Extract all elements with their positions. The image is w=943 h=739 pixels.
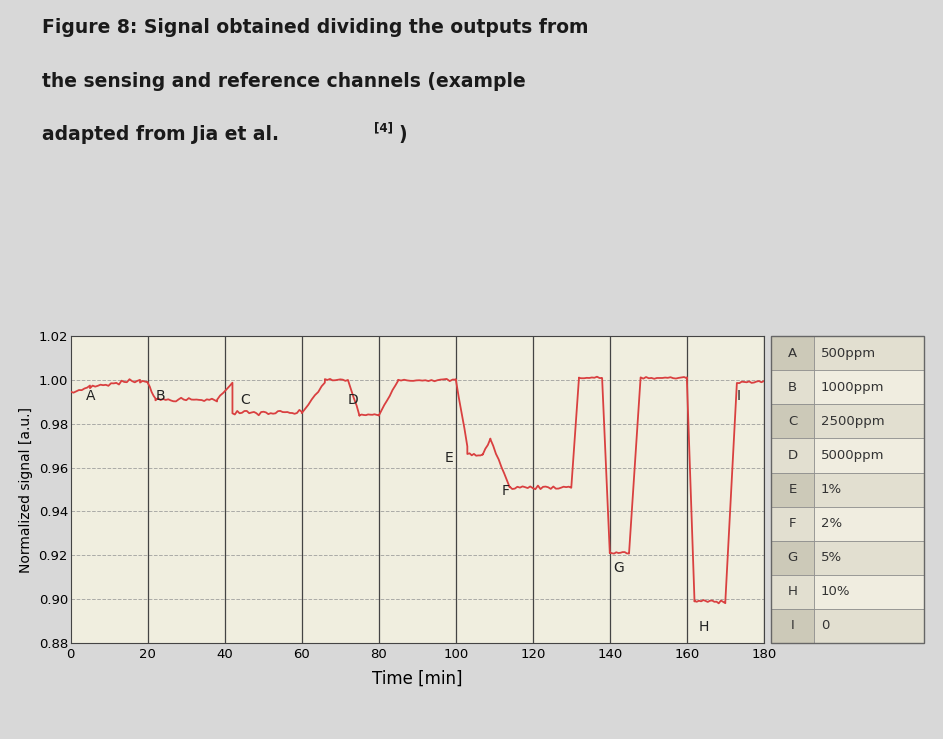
Text: [4]: [4] [374,121,393,134]
Text: G: G [614,561,624,575]
Text: F: F [789,517,797,530]
Text: D: D [348,393,358,407]
Text: 1000ppm: 1000ppm [820,381,885,394]
Text: C: C [788,415,798,428]
Text: H: H [699,620,709,634]
Text: 0: 0 [820,619,829,633]
Text: adapted from Jia et al.: adapted from Jia et al. [42,125,279,144]
X-axis label: Time [min]: Time [min] [372,670,462,688]
Text: A: A [86,389,95,403]
Text: B: B [156,389,165,403]
Text: E: E [788,483,797,496]
Text: C: C [240,393,250,407]
Text: I: I [791,619,795,633]
Text: F: F [502,484,510,498]
Text: 5%: 5% [820,551,842,565]
Text: 1%: 1% [820,483,842,496]
Y-axis label: Normalized signal [a.u.]: Normalized signal [a.u.] [19,406,33,573]
Text: the sensing and reference channels (example: the sensing and reference channels (exam… [42,72,526,91]
Text: 5000ppm: 5000ppm [820,449,885,462]
Text: ): ) [399,125,407,144]
Text: I: I [736,389,741,403]
Text: 10%: 10% [820,585,851,599]
Text: Figure 8: Signal obtained dividing the outputs from: Figure 8: Signal obtained dividing the o… [42,18,589,38]
Text: 2500ppm: 2500ppm [820,415,885,428]
Text: B: B [788,381,798,394]
Text: 2%: 2% [820,517,842,530]
Text: H: H [787,585,798,599]
Text: A: A [788,347,798,360]
Text: 500ppm: 500ppm [820,347,876,360]
Text: D: D [787,449,798,462]
Text: E: E [444,452,453,466]
Text: G: G [787,551,798,565]
